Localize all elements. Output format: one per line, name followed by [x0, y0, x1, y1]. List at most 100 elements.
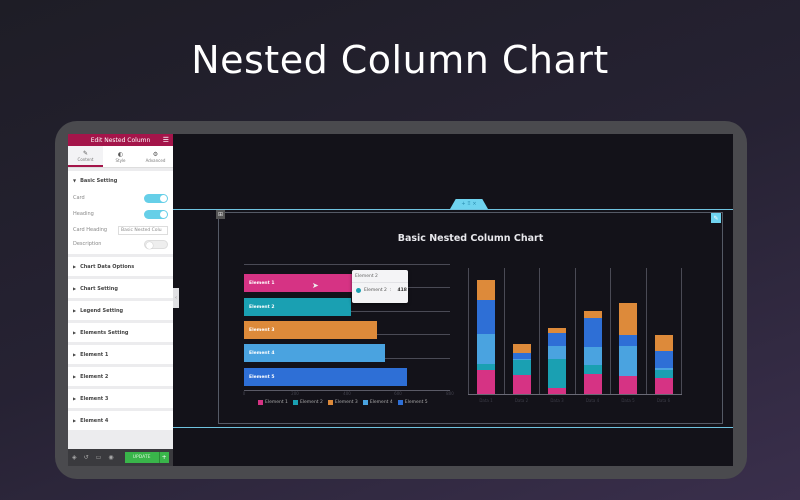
section-chart-data-options[interactable]: ▶ Chart Data Options [68, 257, 173, 276]
column-x-label: Data 1 [479, 398, 493, 403]
column-segment[interactable] [583, 311, 602, 319]
column-segment[interactable] [619, 346, 637, 376]
column-segment[interactable] [583, 318, 602, 348]
legend-label: Element 5 [404, 400, 428, 405]
basic-setting-header[interactable]: ▼ Basic Setting [73, 171, 168, 190]
section-element-3[interactable]: ▶ Element 3 [68, 389, 173, 408]
column-segment[interactable] [548, 332, 566, 347]
edit-widget-icon[interactable]: ✎ [711, 213, 721, 223]
series-dot-icon [356, 288, 361, 293]
bar-element-4[interactable]: Element 4 [244, 344, 385, 362]
column-x-label: Data 4 [585, 398, 600, 403]
column-segment[interactable] [548, 346, 566, 360]
panel-footer: ◈ ↺ ▭ ◉ UPDATE + [68, 449, 173, 466]
column-segment[interactable] [477, 280, 495, 301]
section-bottom-border [173, 427, 733, 428]
section-element-2[interactable]: ▶ Element 2 [68, 367, 173, 386]
gridline [503, 268, 505, 394]
description-toggle[interactable] [144, 239, 168, 249]
section-label: Element 4 [80, 417, 109, 424]
legend-item-element-2[interactable]: Element 2 [292, 400, 323, 405]
legend-swatch [258, 400, 263, 405]
pencil-icon: ✎ [82, 149, 89, 157]
column-segment[interactable] [512, 360, 531, 375]
column-2[interactable] [512, 343, 531, 394]
legend-item-element-1[interactable]: Element 1 [258, 400, 288, 405]
column-segment[interactable] [548, 328, 566, 333]
section-element-4[interactable]: ▶ Element 4 [68, 411, 173, 430]
column-segment[interactable] [548, 388, 566, 394]
section-elements-setting[interactable]: ▶ Elements Setting [68, 323, 173, 342]
chart-widget[interactable] [218, 212, 723, 424]
column-segment[interactable] [512, 343, 531, 354]
column-segment[interactable] [477, 300, 495, 334]
bar-element-3[interactable]: Element 3 [244, 321, 377, 339]
column-segment[interactable] [512, 353, 531, 360]
column-x-label: Data 3 [550, 398, 564, 403]
legend-item-element-5[interactable]: Element 5 [397, 400, 428, 405]
mouse-cursor-icon: ➤ [312, 281, 319, 290]
bar-element-5[interactable]: Element 5 [244, 368, 407, 386]
column-segment[interactable] [619, 335, 637, 346]
update-options-button[interactable]: + [158, 452, 169, 463]
legend-item-element-3[interactable]: Element 3 [327, 400, 358, 405]
tab-style[interactable]: ◐ Style [103, 146, 138, 167]
section-top-border [173, 209, 733, 210]
column-segment[interactable] [548, 359, 566, 388]
column-segment[interactable] [654, 350, 673, 368]
caret-right-icon: ▶ [73, 264, 77, 269]
column-5[interactable] [619, 302, 637, 394]
description-label: Description [73, 241, 102, 247]
collapse-panel-button[interactable]: ‹ [173, 288, 179, 308]
section-legend-setting[interactable]: ▶ Legend Setting [68, 301, 173, 320]
heading-toggle[interactable] [144, 209, 168, 219]
column-segment[interactable] [619, 376, 637, 394]
column-segment[interactable] [477, 364, 495, 370]
column-segment[interactable] [477, 334, 495, 364]
preview-icon[interactable]: ◉ [108, 454, 114, 461]
layers-icon[interactable]: ◈ [72, 454, 77, 461]
legend-swatch [327, 400, 333, 405]
legend-swatch [292, 400, 298, 405]
x-tick: 200 [291, 391, 299, 396]
section-chart-setting[interactable]: ▶ Chart Setting [68, 279, 173, 298]
column-6[interactable] [654, 335, 673, 394]
stacked-column-chart [468, 268, 682, 394]
column-segment[interactable] [583, 347, 602, 366]
update-button[interactable]: UPDATE [124, 452, 159, 463]
gridline [468, 268, 469, 394]
card-heading-input[interactable]: Basic Nested Colu [118, 225, 168, 235]
column-icon[interactable]: ⊞ [216, 210, 225, 219]
caret-right-icon: ▶ [73, 352, 77, 357]
card-toggle[interactable] [144, 193, 168, 203]
column-1[interactable] [477, 280, 495, 394]
tab-content[interactable]: ✎ Content [68, 146, 103, 167]
section-element-1[interactable]: ▶ Element 1 [68, 345, 173, 364]
column-segment[interactable] [512, 374, 531, 394]
column-x-axis [468, 394, 682, 395]
responsive-icon[interactable]: ▭ [95, 454, 102, 461]
bar-element-2[interactable]: Element 2 [244, 298, 351, 316]
column-segment[interactable] [477, 370, 495, 394]
tab-advanced[interactable]: ⚙ Advanced [138, 146, 173, 167]
gridline [681, 268, 682, 394]
menu-icon[interactable]: ☰ [162, 136, 169, 144]
tooltip-value: 418 [397, 288, 407, 293]
section-handle[interactable]: + ⠿ × [450, 199, 488, 209]
column-segment[interactable] [512, 359, 531, 361]
column-segment[interactable] [619, 302, 637, 336]
column-4[interactable] [583, 311, 602, 394]
gridline [645, 268, 647, 394]
column-segment[interactable] [654, 335, 673, 351]
card-row: Card [73, 190, 168, 206]
column-segment[interactable] [654, 378, 673, 394]
x-axis [244, 390, 450, 391]
column-segment[interactable] [583, 365, 602, 374]
column-segment[interactable] [654, 367, 673, 371]
history-icon[interactable]: ↺ [83, 454, 89, 461]
column-segment[interactable] [583, 373, 602, 394]
legend-item-element-4[interactable]: Element 4 [362, 400, 393, 405]
column-segment[interactable] [654, 370, 673, 379]
column-3[interactable] [548, 328, 566, 394]
gridline [539, 268, 540, 394]
